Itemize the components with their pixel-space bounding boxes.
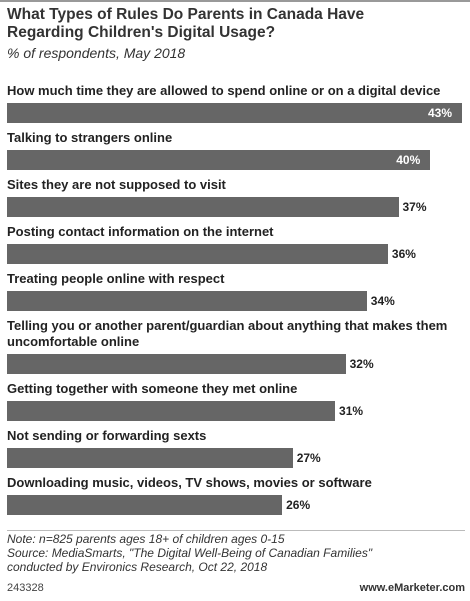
bar-row: Talking to strangers online 40% <box>7 130 465 170</box>
chart-subtitle: % of respondents, May 2018 <box>7 45 186 61</box>
value-label: 40% <box>396 153 421 167</box>
value-label: 36% <box>391 247 416 261</box>
value-label: 43% <box>428 106 453 120</box>
bar-row: Getting together with someone they met o… <box>7 381 465 421</box>
value-label: 26% <box>286 498 311 512</box>
source-brand: www.eMarketer.com <box>359 582 465 594</box>
bar-track: 34% <box>7 291 465 311</box>
chart-id: 243328 <box>7 582 44 594</box>
category-label: Telling you or another parent/guardian a… <box>7 318 448 349</box>
bar-track: 40% <box>7 150 465 170</box>
bar-row: Posting contact information on the inter… <box>7 224 465 264</box>
bar-row: Telling you or another parent/guardian a… <box>7 318 465 374</box>
bar-track: 26% <box>7 495 465 515</box>
category-label: Talking to strangers online <box>7 130 173 145</box>
bar-track: 36% <box>7 244 465 264</box>
category-label: Sites they are not supposed to visit <box>7 177 226 192</box>
bar-row: Treating people online with respect 34% <box>7 271 465 311</box>
category-label: Getting together with someone they met o… <box>7 381 298 396</box>
bar <box>7 150 431 170</box>
value-label: 32% <box>349 357 374 371</box>
value-label: 31% <box>339 404 364 418</box>
value-label: 34% <box>370 294 395 308</box>
bar <box>7 244 388 264</box>
plot-area: How much time they are allowed to spend … <box>7 83 465 522</box>
bar-row: Sites they are not supposed to visit 37% <box>7 177 465 217</box>
category-label: Downloading music, videos, TV shows, mov… <box>7 475 372 490</box>
bar-row: Downloading music, videos, TV shows, mov… <box>7 475 465 515</box>
bar-track: 27% <box>7 448 465 468</box>
note-line: conducted by Environics Research, Oct 22… <box>7 560 268 574</box>
value-label: 37% <box>402 200 427 214</box>
bar <box>7 448 293 468</box>
bar <box>7 354 346 374</box>
note-line: Source: MediaSmarts, "The Digital Well-B… <box>7 546 373 560</box>
category-label: Posting contact information on the inter… <box>7 224 274 239</box>
value-label: 27% <box>296 451 321 465</box>
bar-row: How much time they are allowed to spend … <box>7 83 465 123</box>
bar <box>7 401 336 421</box>
bar-row: Not sending or forwarding sexts 27% <box>7 428 465 468</box>
bar <box>7 103 462 123</box>
top-rule <box>0 0 470 2</box>
category-label: How much time they are allowed to spend … <box>7 83 441 98</box>
category-label: Not sending or forwarding sexts <box>7 428 207 443</box>
note-line: Note: n=825 parents ages 18+ of children… <box>7 532 285 546</box>
notes: Note: n=825 parents ages 18+ of children… <box>7 532 372 574</box>
bar <box>7 291 367 311</box>
chart-title: What Types of Rules Do Parents in Canada… <box>7 6 365 41</box>
bar-track: 37% <box>7 197 465 217</box>
category-label: Treating people online with respect <box>7 271 225 286</box>
footer-rule <box>7 530 465 531</box>
bar-track: 43% <box>7 103 465 123</box>
bar <box>7 197 399 217</box>
bar <box>7 495 283 515</box>
bar-track: 31% <box>7 401 465 421</box>
bar-track: 32% <box>7 354 465 374</box>
